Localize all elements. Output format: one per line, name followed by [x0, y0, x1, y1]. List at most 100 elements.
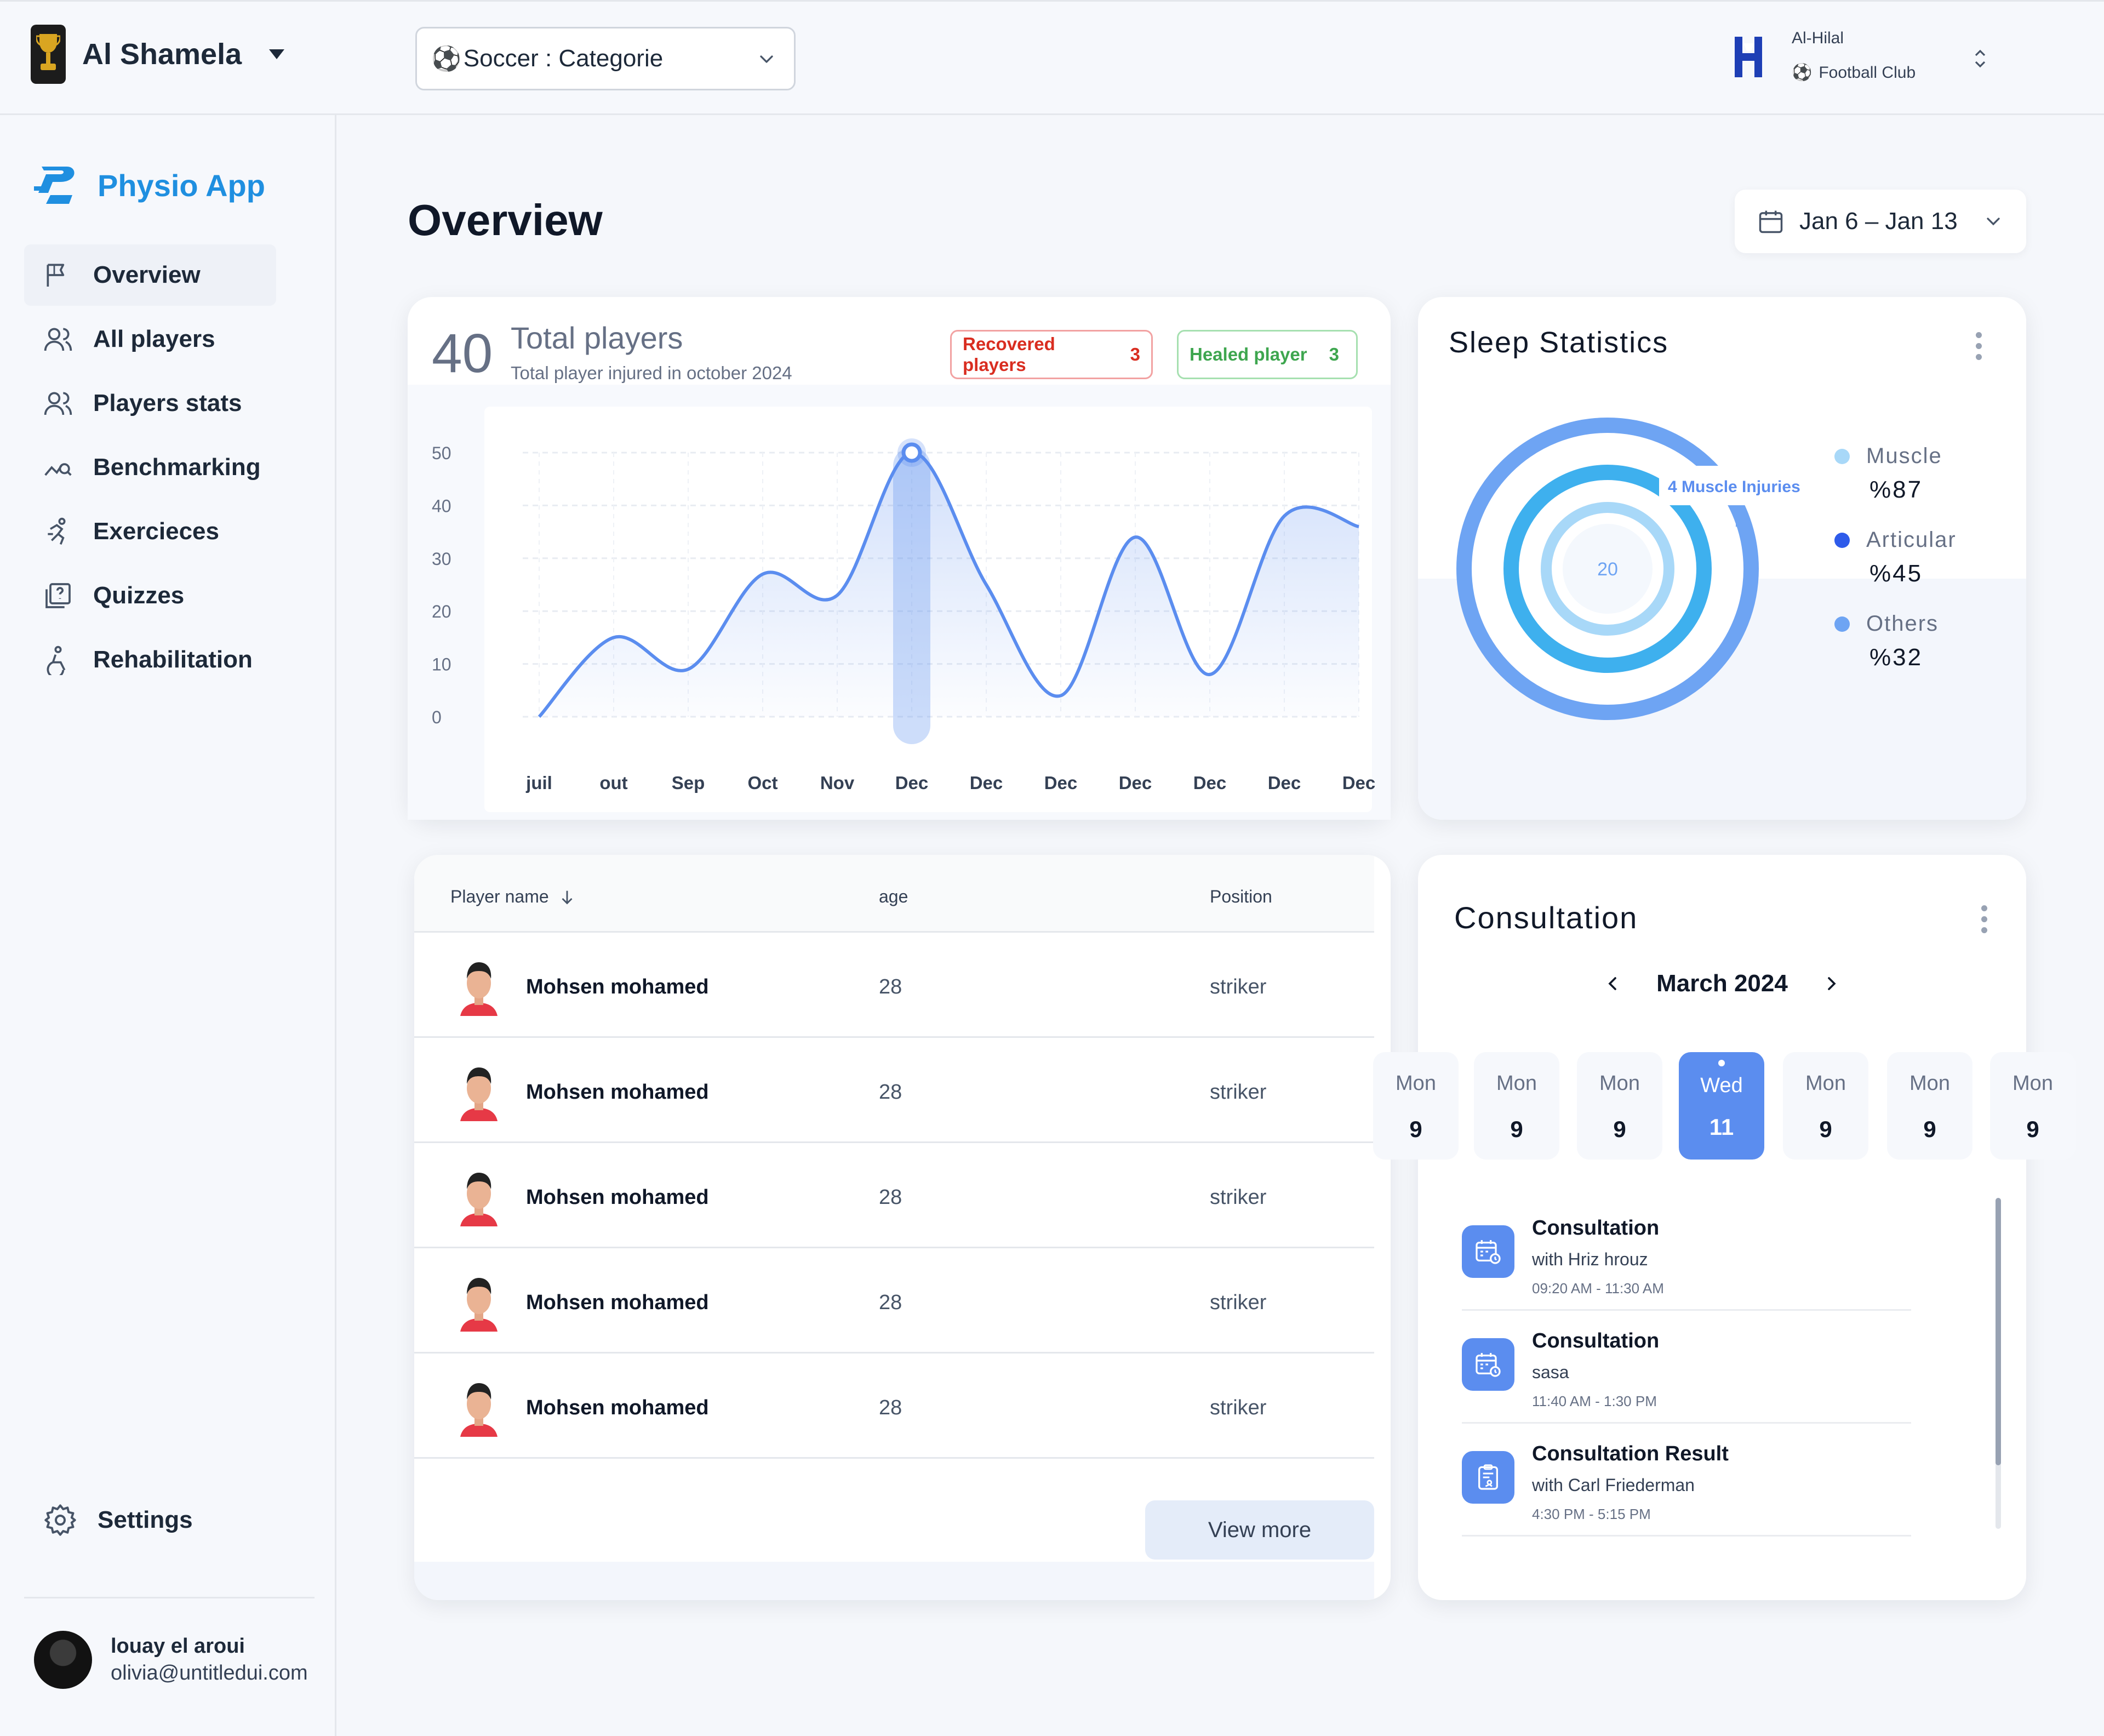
column-player-name[interactable]: Player name	[450, 887, 576, 907]
category-select[interactable]: ⚽ Soccer : Categorie	[415, 27, 796, 90]
club-switcher[interactable]: Al-Hilal ⚽ Football Club	[1731, 24, 1994, 95]
soccer-ball-icon: ⚽	[1792, 64, 1813, 82]
sidebar-item-exercieces[interactable]: Exercieces	[24, 501, 276, 562]
appointment-title: Consultation	[1532, 1217, 1660, 1240]
player-name: Mohsen mohamed	[526, 1396, 709, 1419]
injuries-line-chart: 0 10 20 30 40 50 juil out Sep Oct Nov Dec Dec Dec Dec D…	[408, 385, 1391, 820]
user-info: louay el aroui olivia@untitledui.com	[111, 1635, 308, 1685]
month-label: March 2024	[1656, 970, 1788, 997]
appointments-scrollbar[interactable]	[1996, 1198, 2001, 1529]
table-row[interactable]: Mohsen mohamed 28 striker	[414, 1248, 1374, 1354]
player-age: 28	[879, 975, 902, 998]
table-row[interactable]: Mohsen mohamed 28 striker	[414, 1354, 1374, 1459]
day-chip-selected[interactable]: Wed 11	[1679, 1052, 1764, 1160]
date-range-picker[interactable]: Jan 6 – Jan 13	[1735, 190, 2026, 253]
column-age[interactable]: age	[879, 887, 908, 907]
calendar-clock-icon	[1462, 1225, 1514, 1278]
legend-name: Articular	[1866, 528, 1957, 552]
club-subtitle: Football Club	[1819, 63, 1916, 82]
sleep-title: Sleep Statistics	[1449, 326, 1669, 359]
appointment-with: with Carl Friederman	[1532, 1475, 1695, 1495]
chevron-down-icon	[760, 55, 773, 63]
day-chip[interactable]: Mon 9	[1577, 1052, 1662, 1160]
app-brand[interactable]: Physio App	[34, 164, 265, 206]
table-row[interactable]: Mohsen mohamed 28 striker	[414, 1038, 1374, 1143]
table-row[interactable]: Mohsen mohamed 28 striker	[414, 1143, 1374, 1248]
donut-center-value: 20	[1597, 559, 1618, 580]
day-chip[interactable]: Mon 9	[1990, 1052, 2076, 1160]
trend-search-icon	[44, 463, 72, 476]
day-chip[interactable]: Mon 9	[1474, 1052, 1559, 1160]
players-table-card: Player name age Position Mohsen mohamed …	[414, 855, 1391, 1600]
y-tick-label: 20	[432, 602, 451, 621]
consultation-card: Consultation March 2024 Mon 9 Mon 9 Mon …	[1373, 855, 2076, 1600]
legend-item-articular: Articular %45	[1834, 528, 1957, 587]
sidebar-divider	[24, 1597, 315, 1598]
badge-count: 3	[1130, 344, 1140, 364]
x-tick-label: Oct	[747, 773, 777, 793]
club-name: Al-Hilal	[1792, 29, 1844, 47]
legend-value: %32	[1869, 644, 1923, 671]
day-name: Mon	[1396, 1072, 1436, 1095]
player-position: striker	[1210, 1186, 1267, 1209]
day-name: Mon	[1599, 1072, 1640, 1095]
sidebar-item-all-players[interactable]: All players	[24, 309, 276, 370]
more-vertical-icon[interactable]	[1976, 332, 1982, 365]
sidebar-item-players-stats[interactable]: Players stats	[24, 373, 276, 434]
calendar-icon	[1759, 210, 1783, 233]
running-icon	[48, 517, 66, 545]
org-switcher[interactable]: Al Shamela	[31, 25, 285, 84]
user-profile[interactable]: louay el aroui olivia@untitledui.com	[34, 1631, 308, 1689]
player-name: Mohsen mohamed	[526, 1081, 709, 1104]
player-age: 28	[879, 1081, 902, 1104]
flag-icon	[47, 264, 65, 287]
table-row[interactable]: Mohsen mohamed 28 striker	[414, 933, 1374, 1038]
day-chip[interactable]: Mon 9	[1783, 1052, 1868, 1160]
sidebar-item-rehabilitation[interactable]: Rehabilitation	[24, 629, 276, 690]
highlight-point	[901, 442, 922, 463]
quiz-icon	[45, 583, 71, 608]
view-more-button[interactable]: View more	[1145, 1500, 1374, 1560]
sidebar-item-overview[interactable]: Overview	[24, 244, 276, 306]
trophy-icon	[31, 25, 66, 84]
sidebar-item-quizzes[interactable]: Quizzes	[24, 565, 276, 626]
legend-item-muscle: Muscle %87	[1834, 444, 1957, 504]
month-navigator: March 2024	[1418, 970, 2026, 997]
healed-player-badge[interactable]: Healed player 3	[1177, 330, 1358, 379]
club-logo-icon	[1735, 37, 1762, 77]
badge-label: Healed player	[1190, 344, 1307, 364]
chevron-down-icon	[1987, 218, 2000, 226]
sidebar-item-label: All players	[93, 326, 215, 352]
recovered-players-badge[interactable]: Recovered players 3	[950, 330, 1153, 379]
more-vertical-icon[interactable]	[1981, 905, 1988, 938]
line-area-fill	[539, 452, 1359, 717]
scrollbar-thumb[interactable]	[1996, 1198, 2001, 1465]
sidebar-item-label: Rehabilitation	[93, 646, 253, 673]
x-tick-label: Dec	[1268, 773, 1301, 793]
total-players-count: 40	[432, 323, 493, 384]
player-avatar-icon	[460, 1173, 498, 1226]
soccer-ball-icon: ⚽	[431, 45, 461, 72]
chevron-left-icon[interactable]	[1602, 973, 1623, 995]
user-email: olivia@untitledui.com	[111, 1661, 308, 1684]
table-header: Player name age Position	[414, 855, 1374, 933]
day-chip[interactable]: Mon 9	[1373, 1052, 1459, 1160]
chevron-right-icon[interactable]	[1821, 973, 1843, 995]
sidebar-item-settings[interactable]: Settings	[43, 1503, 193, 1538]
sleep-statistics-card: Sleep Statistics 20 4 Muscle Injuries Mu…	[1418, 297, 2026, 820]
day-chip[interactable]: Mon 9	[1887, 1052, 1973, 1160]
player-position: striker	[1210, 1291, 1267, 1314]
rehab-icon	[47, 646, 66, 675]
day-number: 9	[1510, 1116, 1523, 1142]
badge-count: 3	[1329, 344, 1339, 364]
column-position[interactable]: Position	[1210, 887, 1272, 907]
legend-dot	[1834, 448, 1850, 464]
caret-down-icon[interactable]	[269, 49, 285, 59]
badge-label: Recovered players	[963, 334, 1055, 375]
clipboard-icon	[1462, 1451, 1514, 1504]
appointment-item[interactable]: Consultation sasa 11:40 AM - 1:30 PM	[1462, 1311, 1911, 1424]
appointment-item[interactable]: Consultation Result with Carl Friederman…	[1462, 1424, 1911, 1537]
appointment-item[interactable]: Consultation with Hriz hrouz 09:20 AM - …	[1462, 1198, 1911, 1311]
day-name: Mon	[1909, 1072, 1950, 1095]
sidebar-item-benchmarking[interactable]: Benchmarking	[24, 437, 276, 498]
